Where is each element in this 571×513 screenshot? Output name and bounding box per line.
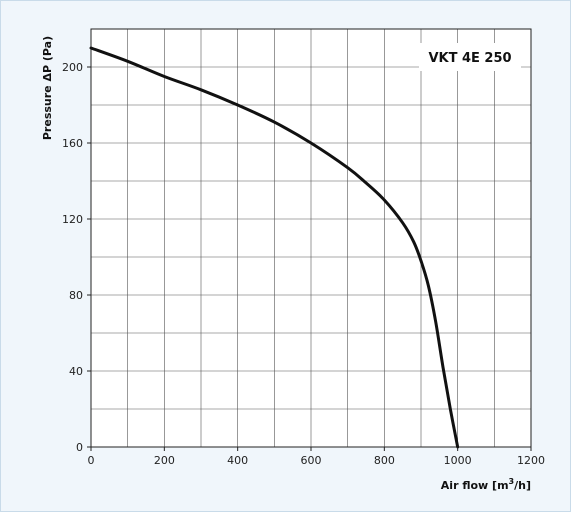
y-tick-label: 120 <box>62 213 83 226</box>
x-tick-label: 1200 <box>517 454 545 467</box>
x-axis-label-end: /h] <box>514 479 531 492</box>
y-tick-label: 0 <box>76 441 83 454</box>
x-axis-label-main: Air flow [m <box>441 479 509 492</box>
y-tick-label: 40 <box>69 365 83 378</box>
x-tick-label: 1000 <box>444 454 472 467</box>
x-axis-label: Air flow [m3/h] <box>441 477 531 492</box>
y-tick-label: 80 <box>69 289 83 302</box>
y-axis-label: Pressure ΔP (Pa) <box>41 36 54 140</box>
x-axis-label-sup: 3 <box>509 477 515 486</box>
model-label: VKT 4E 250 <box>428 51 511 66</box>
x-tick-label: 200 <box>154 454 175 467</box>
x-tick-label: 600 <box>301 454 322 467</box>
series-layer <box>89 46 460 449</box>
y-tick-label: 160 <box>62 137 83 150</box>
x-tick-label: 0 <box>88 454 95 467</box>
performance-curve <box>89 46 460 449</box>
grid <box>91 29 531 447</box>
model-label-box <box>419 43 521 71</box>
x-tick-label: 800 <box>374 454 395 467</box>
axis-ticks: 0 200 400 600 800 1000 1200 0 40 80 120 160 200 <box>62 61 545 467</box>
x-tick-label: 400 <box>227 454 248 467</box>
y-tick-label: 200 <box>62 61 83 74</box>
